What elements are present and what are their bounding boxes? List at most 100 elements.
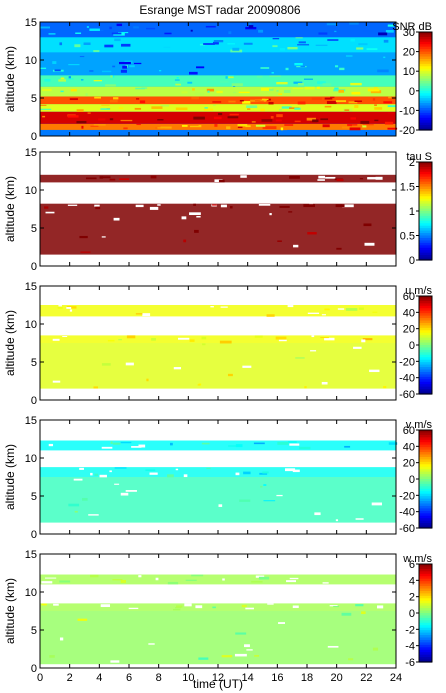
texture-speck <box>325 176 336 179</box>
texture-speck <box>326 23 338 26</box>
y-tick-label: 5 <box>31 223 37 235</box>
texture-speck <box>295 357 305 359</box>
colorbar-cell <box>419 357 432 361</box>
colorbar-cell <box>419 566 432 570</box>
texture-speck <box>122 65 128 69</box>
texture-speck <box>59 637 64 641</box>
y-tick-label: 5 <box>31 93 37 105</box>
y-tick-label: 10 <box>25 587 37 599</box>
texture-speck <box>292 469 300 473</box>
texture-speck <box>276 90 279 92</box>
texture-speck <box>289 443 300 446</box>
texture-speck <box>183 239 187 243</box>
texture-speck <box>69 309 73 312</box>
texture-speck <box>285 468 296 472</box>
texture-speck <box>191 96 200 100</box>
texture-speck <box>59 42 63 46</box>
texture-speck <box>369 369 380 373</box>
colorbar-cell <box>419 613 432 617</box>
x-tick-label: 22 <box>360 672 372 684</box>
texture-speck <box>377 69 389 73</box>
colorbar-cell <box>419 376 432 380</box>
colorbar-cell <box>419 598 432 602</box>
colorbar-tick-label: 10 <box>403 66 415 78</box>
colorbar-cell <box>419 649 432 653</box>
texture-speck <box>90 472 93 476</box>
data-layer-w-2 <box>40 574 396 585</box>
texture-speck <box>354 100 362 103</box>
texture-speck <box>44 78 51 82</box>
colorbar-cell <box>419 39 432 43</box>
texture-speck <box>216 90 223 94</box>
colorbar-cell <box>419 496 432 500</box>
colorbar-cell <box>419 49 432 53</box>
texture-speck <box>255 575 265 578</box>
texture-speck <box>262 471 269 474</box>
texture-speck <box>197 384 201 386</box>
texture-speck <box>125 362 134 366</box>
texture-speck <box>196 66 205 69</box>
texture-speck <box>100 604 111 608</box>
texture-speck <box>176 77 179 79</box>
texture-speck <box>69 98 78 101</box>
y-tick-label: 0 <box>31 131 37 143</box>
texture-speck <box>248 25 254 28</box>
texture-speck <box>286 580 297 583</box>
texture-speck <box>293 81 303 84</box>
texture-speck <box>336 178 344 182</box>
colorbar-tick-label: 2 <box>409 157 415 169</box>
y-tick-label: 10 <box>25 453 37 465</box>
texture-speck <box>307 232 317 235</box>
texture-speck <box>228 445 237 447</box>
texture-speck <box>240 175 247 178</box>
texture-speck <box>246 649 253 651</box>
texture-speck <box>175 605 183 608</box>
x-axis-label: time (UT) <box>193 677 243 691</box>
colorbar-cell <box>419 223 432 227</box>
texture-speck <box>227 75 236 77</box>
texture-speck <box>191 574 204 577</box>
texture-speck <box>195 605 203 609</box>
colorbar-cell <box>419 568 432 572</box>
texture-speck <box>181 91 188 94</box>
y-tick-label: 10 <box>25 319 37 331</box>
colorbar-cell <box>419 41 432 45</box>
colorbar-tick-label: 60 <box>403 425 415 437</box>
texture-speck <box>241 604 247 608</box>
y-tick-label: 0 <box>31 395 37 407</box>
texture-speck <box>89 28 100 31</box>
texture-speck <box>133 62 142 65</box>
colorbar-cell <box>419 352 432 356</box>
texture-speck <box>349 22 359 25</box>
texture-speck <box>372 98 376 101</box>
colorbar-cell <box>419 54 432 58</box>
texture-speck <box>175 468 179 471</box>
texture-speck <box>189 71 198 75</box>
texture-speck <box>67 78 74 80</box>
texture-speck <box>272 38 280 40</box>
texture-speck <box>334 65 339 68</box>
panel-u: 0 5 10 15 altitude (km) u m/s60 40 20 0 -20 -40 -60 <box>3 281 433 407</box>
colorbar-tick-label: -40 <box>399 507 415 519</box>
colorbar-cell <box>419 476 432 480</box>
texture-speck <box>281 106 292 109</box>
texture-speck <box>131 446 142 448</box>
colorbar-cell <box>419 505 432 509</box>
texture-speck <box>178 337 190 340</box>
texture-speck <box>268 101 274 105</box>
texture-speck <box>212 606 216 609</box>
colorbar-cell <box>419 525 432 529</box>
texture-speck <box>93 80 102 82</box>
colorbar-cell <box>419 215 432 219</box>
texture-speck <box>364 242 375 246</box>
colorbar-cell <box>419 162 432 166</box>
texture-speck <box>94 204 100 207</box>
texture-speck <box>363 223 372 227</box>
data-layer-snr-5 <box>40 75 396 87</box>
colorbar-cell <box>419 179 432 183</box>
colorbar-cell <box>419 391 432 395</box>
texture-speck <box>315 44 328 46</box>
texture-speck <box>169 442 173 446</box>
texture-speck <box>245 607 254 610</box>
colorbar-cell <box>419 73 432 77</box>
